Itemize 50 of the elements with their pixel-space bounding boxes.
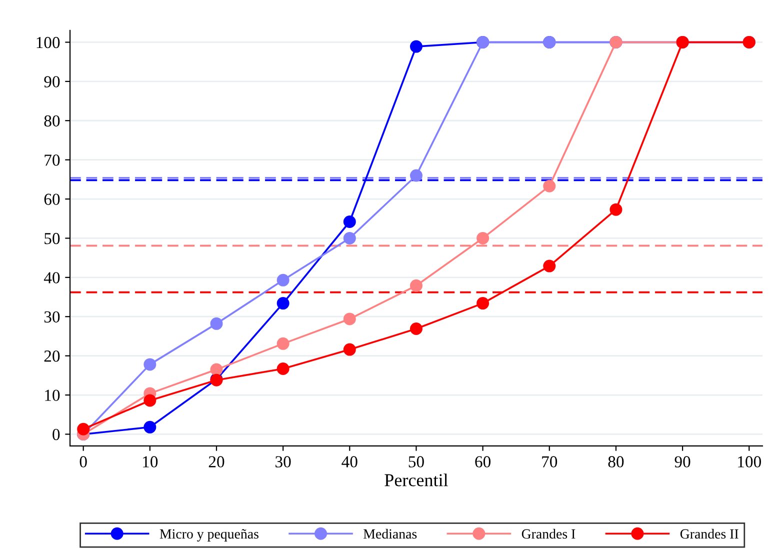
x-tick-label: 50: [408, 456, 424, 468]
y-tick-label: 10: [45, 390, 60, 401]
point: [610, 203, 622, 216]
x-tick-label: 20: [208, 456, 224, 468]
point: [343, 216, 356, 228]
point: [77, 422, 90, 436]
point: [410, 40, 422, 53]
y-tick-label: 70: [44, 154, 60, 166]
point: [476, 297, 490, 310]
point: [343, 343, 356, 356]
x-tick-label: 90: [674, 456, 690, 468]
y-tick-label: 40: [44, 272, 60, 284]
x-tick-label: 0: [80, 456, 87, 468]
point: [543, 260, 556, 272]
x-tick-label: 30: [276, 456, 291, 468]
x-tick-label: 80: [608, 456, 624, 468]
legend-label: Grandes I: [522, 528, 576, 539]
point: [276, 362, 290, 375]
legend-label: Grandes II: [680, 528, 738, 539]
point: [210, 363, 223, 376]
y-tick-label: 100: [36, 36, 60, 48]
point: [410, 169, 422, 182]
x-tick-label: 60: [475, 456, 491, 468]
point: [410, 279, 422, 292]
legend-label: Micro y pequeñas: [160, 529, 258, 542]
point: [543, 180, 556, 192]
x-tick-label: 10: [143, 456, 158, 468]
point: [276, 274, 290, 286]
point: [410, 322, 422, 336]
point: [276, 297, 290, 310]
point: [210, 317, 223, 330]
x-tick-label: 100: [738, 456, 761, 468]
legend-label: Medianas: [364, 528, 417, 539]
y-tick-label: 30: [44, 311, 60, 323]
point: [343, 312, 356, 326]
y-tick-label: 80: [44, 115, 60, 127]
point: [144, 420, 156, 434]
y-tick-label: 60: [44, 194, 60, 205]
y-tick-label: 50: [44, 232, 60, 244]
point: [144, 358, 156, 371]
y-tick-label: 20: [44, 350, 60, 362]
point: [343, 232, 356, 244]
point: [476, 232, 490, 244]
y-tick-label: 90: [44, 76, 60, 88]
point: [144, 394, 156, 407]
y-tick-label: 0: [52, 428, 60, 440]
x-tick-label: 40: [342, 456, 358, 468]
x-tick-label: 70: [542, 456, 558, 468]
point: [276, 337, 290, 350]
x-axis-title: Percentil: [384, 474, 448, 486]
